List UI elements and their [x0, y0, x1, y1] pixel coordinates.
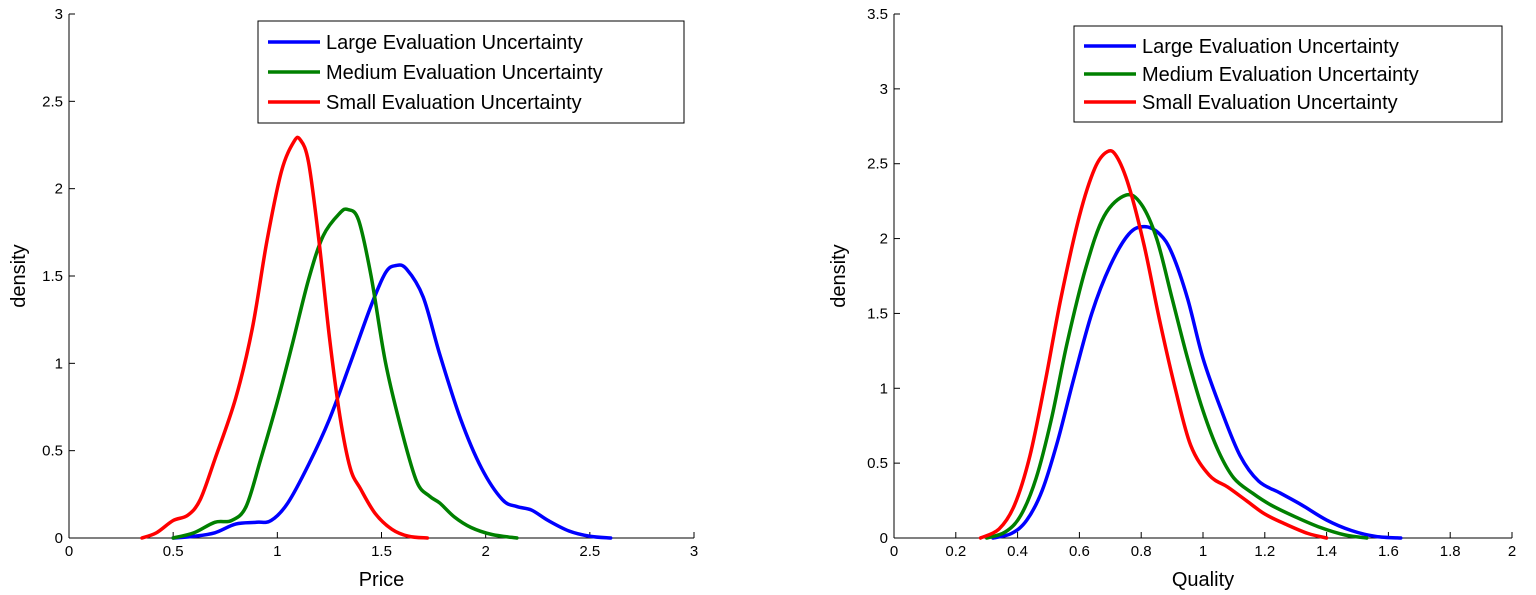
y-tick-label: 3 — [55, 6, 63, 23]
quality-density-chart: 0 0.2 0.4 0.6 0.8 1 1.2 1.4 1.6 1.8 2 0 0.5 1 1.5 2 2.5 3… — [828, 6, 1516, 591]
series-line-medium-evaluation-uncertainty — [171, 207, 519, 540]
legend-label: Medium Evaluation Uncertainty — [326, 62, 603, 84]
x-tick-label: 1.4 — [1316, 543, 1337, 560]
series-line-large-evaluation-uncertainty — [171, 263, 613, 540]
legend-label: Small Evaluation Uncertainty — [1142, 92, 1398, 114]
x-tick-label: 2 — [481, 543, 489, 560]
legend-label: Large Evaluation Uncertainty — [1142, 36, 1399, 58]
x-tick-label: 2 — [1508, 543, 1516, 560]
legend-label: Small Evaluation Uncertainty — [326, 92, 582, 114]
legend-box — [257, 20, 685, 124]
y-tick-label: 1 — [880, 380, 888, 397]
y-tick-label: 0.5 — [867, 455, 888, 472]
x-tick-label: 2.5 — [579, 543, 600, 560]
legend-label: Medium Evaluation Uncertainty — [1142, 64, 1419, 86]
x-tick-label: 0.4 — [1007, 543, 1028, 560]
x-tick-label: 0 — [65, 543, 73, 560]
y-tick-label: 2.5 — [42, 93, 63, 110]
series-line-large-evaluation-uncertainty — [991, 224, 1403, 540]
x-tick-label: 1.5 — [371, 543, 392, 560]
y-tick-label: 3 — [880, 81, 888, 98]
series-line-small-evaluation-uncertainty — [978, 149, 1329, 540]
x-axis-label: Price — [359, 569, 405, 591]
x-tick-label: 0 — [890, 543, 898, 560]
price-density-chart: 0 0.5 1 1.5 2 2.5 3 0 0.5 1 1.5 2 2.5 3 Price density La… — [8, 6, 698, 591]
y-axis-label: density — [828, 244, 850, 307]
y-tick-label: 1.5 — [42, 268, 63, 285]
x-tick-label: 1 — [273, 543, 281, 560]
y-tick-label: 0.5 — [42, 443, 63, 460]
x-axis-label: Quality — [1172, 569, 1234, 591]
y-tick-label: 2.5 — [867, 156, 888, 173]
y-tick-label: 0 — [55, 530, 63, 547]
series-line-small-evaluation-uncertainty — [140, 135, 430, 540]
x-tick-label: 1.6 — [1378, 543, 1399, 560]
legend: Large Evaluation Uncertainty Medium Evalu… — [257, 20, 685, 124]
x-tick-label: 1.2 — [1254, 543, 1275, 560]
y-tick-label: 0 — [880, 530, 888, 547]
y-tick-label: 2 — [55, 181, 63, 198]
y-axis-label: density — [8, 244, 30, 307]
x-tick-label: 1 — [1199, 543, 1207, 560]
y-tick-label: 1 — [55, 355, 63, 372]
legend-box — [1073, 25, 1503, 123]
x-tick-label: 1.8 — [1440, 543, 1461, 560]
x-tick-label: 3 — [690, 543, 698, 560]
y-tick-label: 1.5 — [867, 305, 888, 322]
x-tick-label: 0.8 — [1131, 543, 1152, 560]
x-tick-label: 0.6 — [1069, 543, 1090, 560]
legend-label: Large Evaluation Uncertainty — [326, 32, 583, 54]
y-tick-label: 3.5 — [867, 6, 888, 23]
legend: Large Evaluation Uncertainty Medium Evalu… — [1073, 25, 1503, 123]
x-tick-label: 0.5 — [163, 543, 184, 560]
series-line-medium-evaluation-uncertainty — [984, 192, 1369, 540]
x-tick-label: 0.2 — [945, 543, 966, 560]
y-tick-label: 2 — [880, 231, 888, 248]
